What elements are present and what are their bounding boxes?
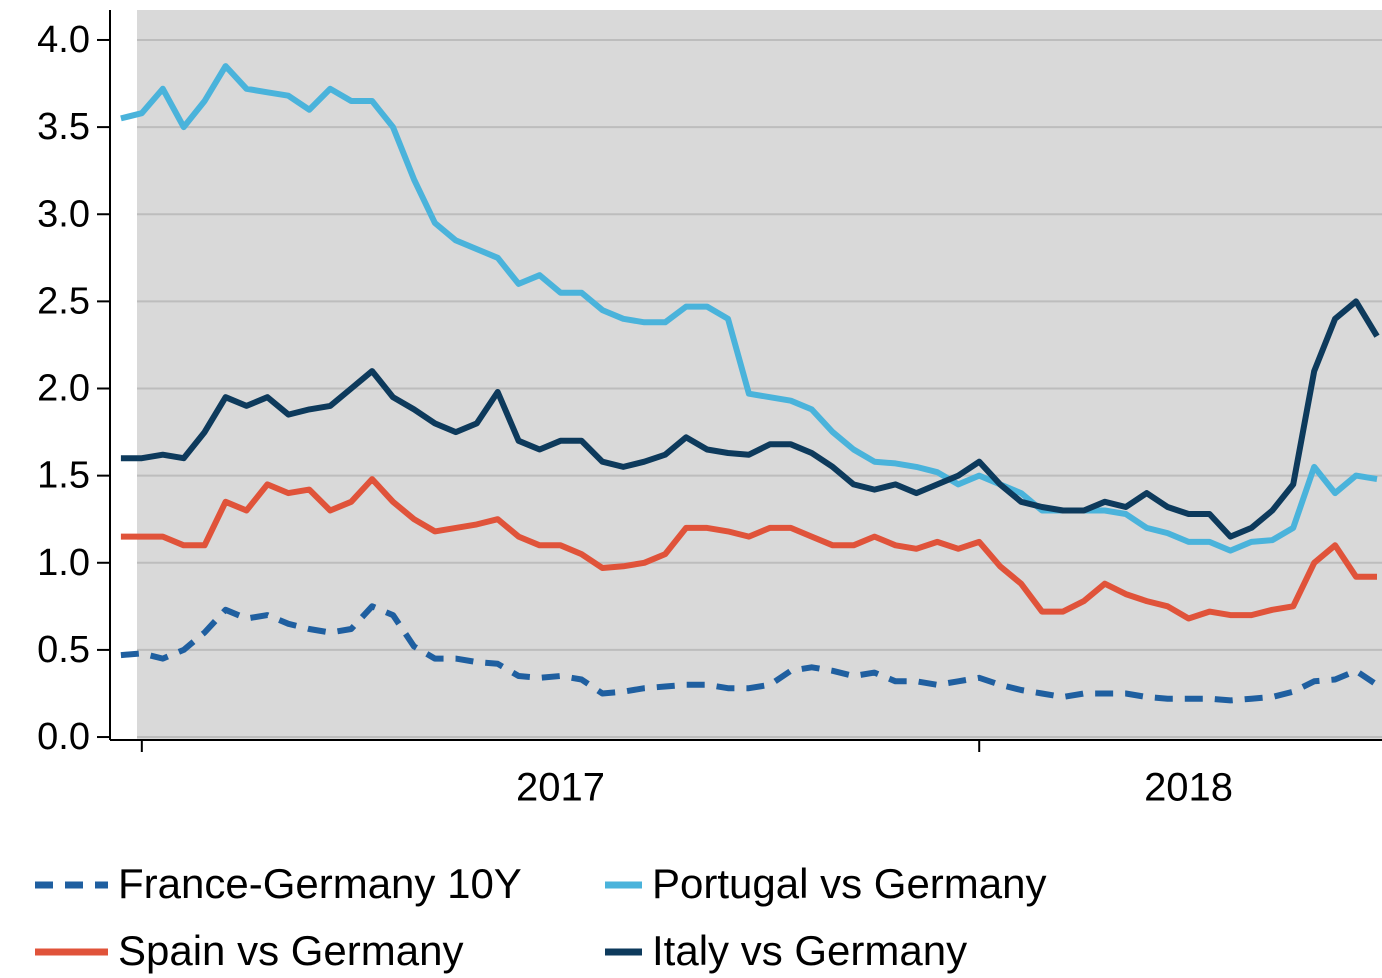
legend-label: France-Germany 10Y bbox=[118, 860, 522, 907]
y-tick-label: 1.0 bbox=[37, 542, 90, 584]
x-tick-label: 2017 bbox=[516, 766, 605, 810]
y-tick-label: 2.5 bbox=[37, 280, 90, 322]
y-tick-label: 3.0 bbox=[37, 193, 90, 235]
legend-label: Portugal vs Germany bbox=[652, 860, 1047, 907]
legend-label: Italy vs Germany bbox=[652, 927, 967, 974]
legend-label: Spain vs Germany bbox=[118, 927, 463, 974]
series-line bbox=[120, 298, 1380, 540]
y-tick-label: 0.5 bbox=[37, 629, 90, 671]
y-tick-label: 4.0 bbox=[37, 19, 90, 61]
y-tick-label: 1.5 bbox=[37, 455, 90, 497]
lines bbox=[120, 63, 1380, 704]
y-tick-label: 2.0 bbox=[37, 368, 90, 410]
x-tick-label: 2018 bbox=[1144, 766, 1233, 810]
legend: France-Germany 10Y Portugal vs Germany Spa… bbox=[35, 860, 1047, 974]
series-line bbox=[120, 63, 1378, 554]
plot-background bbox=[137, 10, 1382, 740]
axes: 0.0 0.5 1.0 1.5 2.0 2.5 3.0 3.5 4.0 2017 2018 bbox=[37, 10, 1382, 810]
y-tick-label: 0.0 bbox=[37, 716, 90, 758]
y-tick-label: 3.5 bbox=[37, 106, 90, 148]
series-line bbox=[120, 603, 1379, 704]
series-line bbox=[120, 476, 1377, 622]
grid bbox=[137, 38, 1382, 739]
